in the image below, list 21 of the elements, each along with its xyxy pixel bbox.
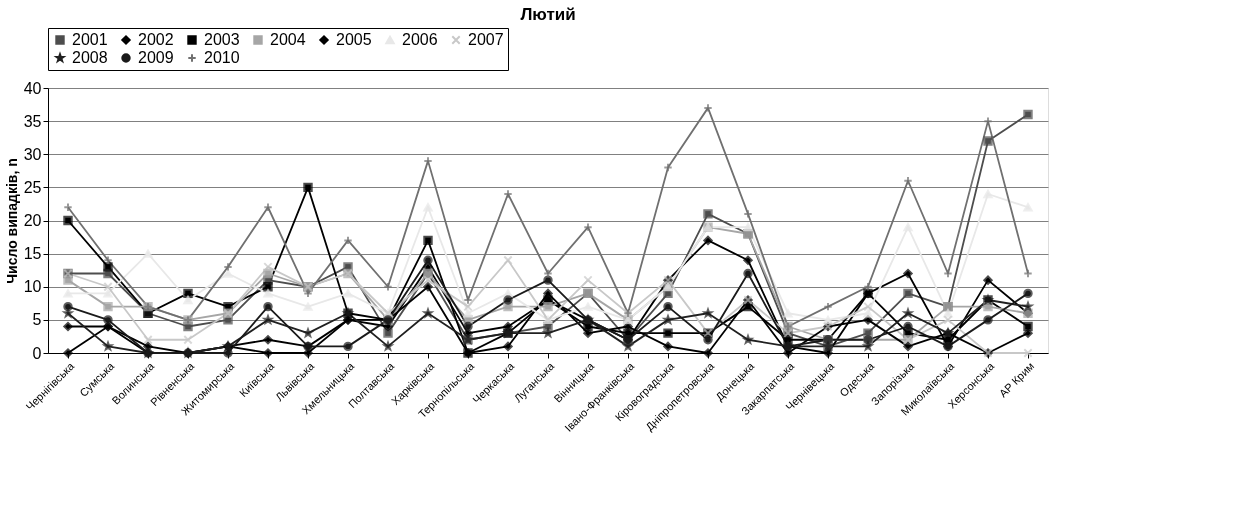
y-tick-label: 35 <box>23 112 42 130</box>
legend-label: 2004 <box>270 31 306 48</box>
legend-label: 2005 <box>336 31 372 48</box>
y-tick-label: 30 <box>23 145 42 163</box>
y-tick-label: 40 <box>23 79 42 97</box>
chart-title: Лютий <box>520 4 576 24</box>
legend-label: 2001 <box>72 31 108 48</box>
legend-label: 2006 <box>402 31 438 48</box>
legend-label: 2010 <box>204 49 240 66</box>
y-tick-label: 0 <box>32 344 42 362</box>
y-tick-label: 5 <box>32 311 42 329</box>
y-tick-label: 10 <box>23 278 42 296</box>
y-tick-label: 15 <box>23 245 42 263</box>
y-tick-label: 25 <box>23 178 42 196</box>
legend-label: 2007 <box>468 31 504 48</box>
y-tick-label: 20 <box>23 212 42 229</box>
legend-label: 2002 <box>138 31 174 48</box>
legend-label: 2009 <box>138 49 174 66</box>
legend-label: 2003 <box>204 31 240 48</box>
legend-label: 2008 <box>72 49 108 66</box>
y-axis-title: Число випадків, n <box>3 158 20 284</box>
